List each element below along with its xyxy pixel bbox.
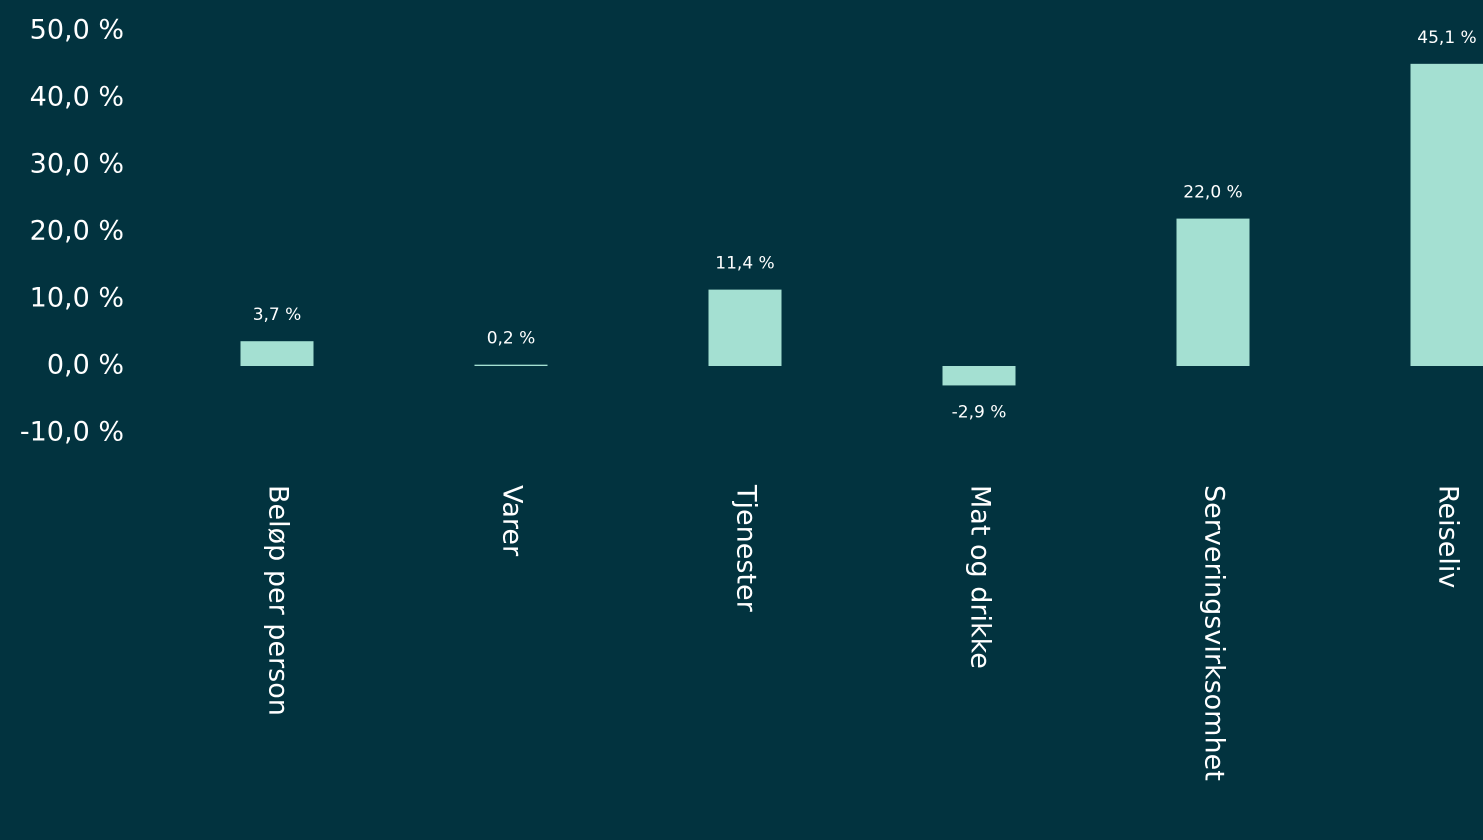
x-tick-label: Varer (497, 485, 528, 557)
y-tick-label: 30,0 % (30, 149, 124, 180)
y-tick-label: -10,0 % (20, 417, 124, 448)
y-tick-label: 10,0 % (30, 283, 124, 314)
value-label: 0,2 % (487, 329, 536, 349)
y-tick-label: 50,0 % (30, 15, 124, 46)
x-tick-label: Reiseliv (1433, 485, 1464, 588)
y-tick-label: 0,0 % (47, 350, 124, 381)
value-label: 45,1 % (1417, 28, 1476, 48)
bar (474, 364, 548, 366)
bar (942, 366, 1016, 386)
x-tick-label: Tjenester (731, 484, 762, 613)
value-label: -2,9 % (952, 402, 1007, 422)
value-label: 3,7 % (253, 305, 302, 325)
x-tick-label: Beløp per person (263, 485, 294, 716)
bar (708, 289, 782, 366)
value-label: 11,4 % (715, 254, 774, 274)
value-label: 22,0 % (1183, 183, 1242, 203)
bar (240, 341, 314, 366)
y-tick-label: 40,0 % (30, 82, 124, 113)
bar (1176, 218, 1250, 366)
y-tick-label: 20,0 % (30, 216, 124, 247)
bar (1410, 63, 1483, 367)
x-tick-label: Mat og drikke (965, 485, 996, 669)
x-tick-label: Serveringsvirksomhet (1199, 485, 1230, 781)
